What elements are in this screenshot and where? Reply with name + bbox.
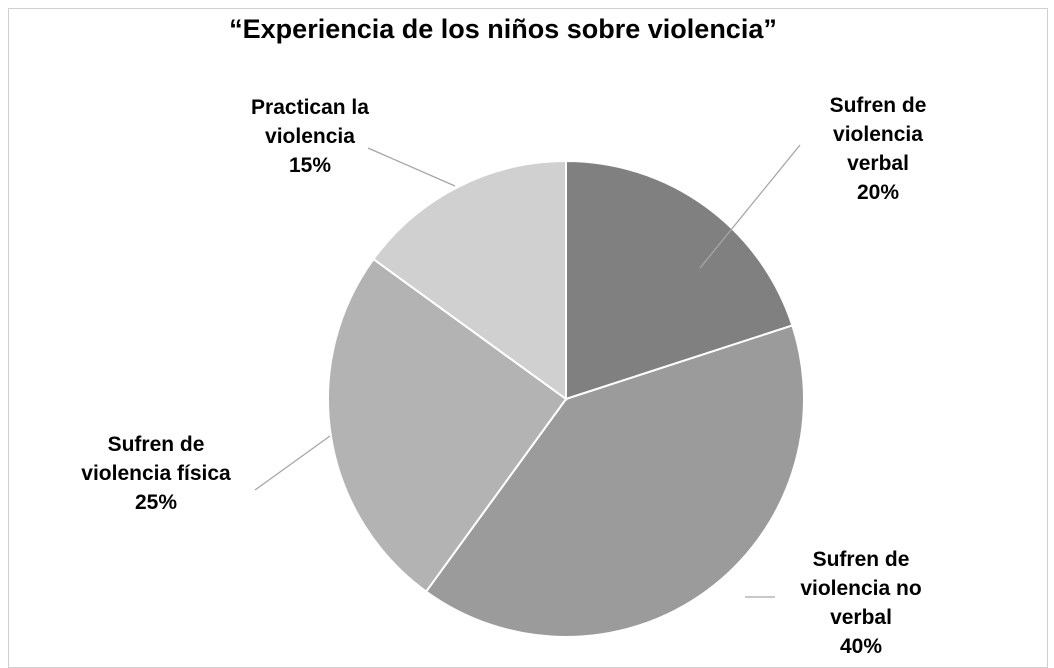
pie-slice [424,324,805,638]
chart-title: “Experiencia de los niños sobre violenci… [229,14,777,44]
leader-line [254,435,331,491]
pie-slice [327,257,568,593]
leader-line [367,147,456,187]
slice-data-label: Sufren de violencia no verbal 40% [800,548,921,658]
leader-line [699,144,801,269]
slice-data-label: Sufren de violencia verbal 20% [830,94,927,204]
slice-data-label: Sufren de violencia física 25% [81,433,231,514]
slice-data-label: Practican la violencia 15% [251,96,369,177]
pie-slice [372,159,567,401]
pie-slice [565,159,794,401]
